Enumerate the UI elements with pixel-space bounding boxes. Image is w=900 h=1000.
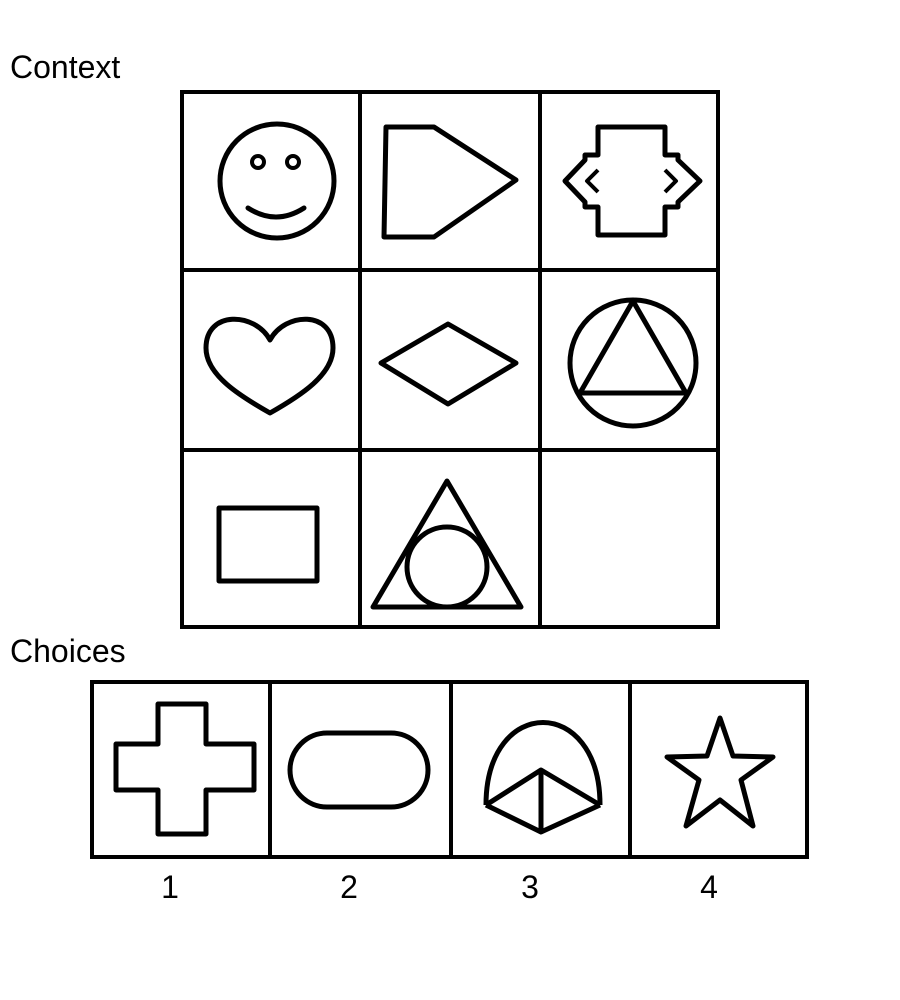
choice-1-option[interactable] (113, 701, 257, 837)
triangle-in-circle-icon (567, 297, 699, 429)
choice-1-label: 1 (161, 869, 179, 905)
choice-2-label: 2 (340, 869, 358, 905)
context-label: Context (10, 49, 121, 85)
choice-2-option[interactable] (287, 730, 431, 810)
choice-3-option[interactable] (483, 720, 603, 835)
circle-in-triangle-icon (370, 478, 524, 610)
double-arrow-block-icon (562, 124, 703, 238)
heart-icon (203, 316, 336, 416)
rectangle-icon (216, 505, 320, 584)
context-grid (180, 90, 720, 629)
rounded-rectangle-icon (287, 730, 431, 810)
pentagon-arrow-icon (381, 124, 519, 240)
cross-icon (113, 701, 257, 837)
choice-4-option[interactable] (664, 715, 776, 829)
smiley-face-icon (217, 121, 337, 241)
divided-arch-icon (483, 720, 603, 835)
choices-grid (90, 680, 809, 859)
diamond-icon (378, 321, 519, 407)
choice-4-label: 4 (700, 869, 718, 905)
choices-label: Choices (10, 633, 126, 669)
choice-3-label: 3 (521, 869, 539, 905)
star-icon (664, 715, 776, 829)
